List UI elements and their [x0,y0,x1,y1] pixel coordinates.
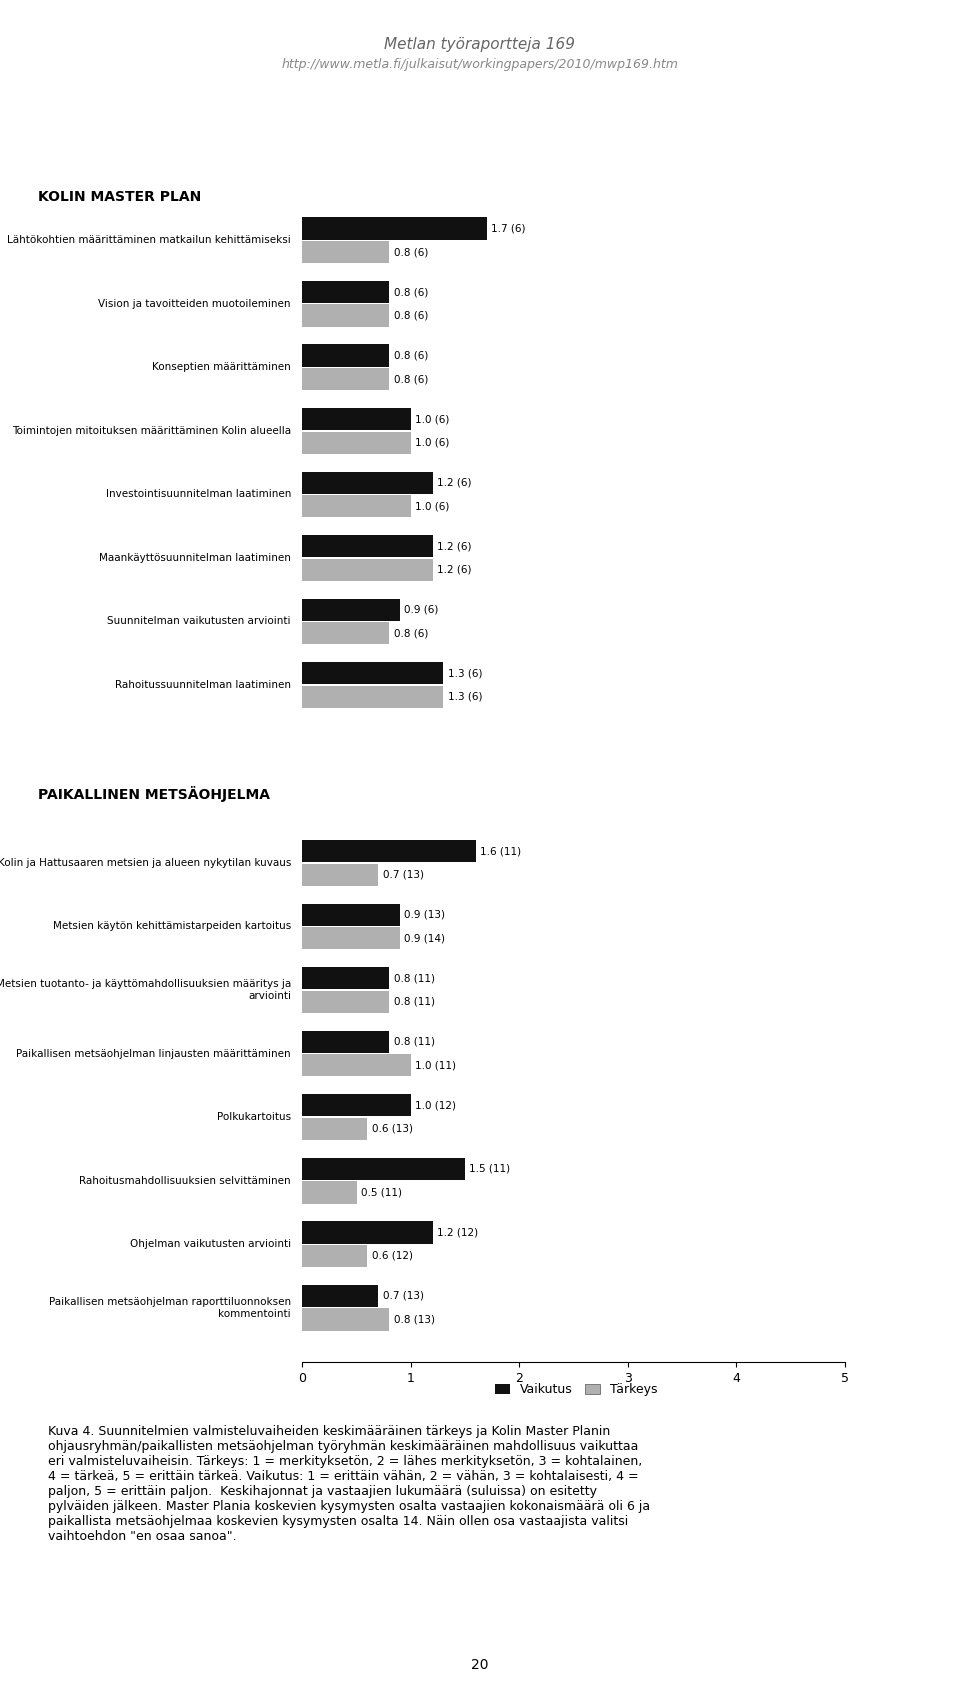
Text: 0.6 (12): 0.6 (12) [372,1250,413,1261]
Text: Kuva 4. Suunnitelmien valmisteluvaiheiden keskimääräinen tärkeys ja Kolin Master: Kuva 4. Suunnitelmien valmisteluvaiheide… [48,1425,650,1543]
Text: Polkukartoitus: Polkukartoitus [217,1112,291,1122]
Bar [302,1030,389,1052]
Text: 1.6 (11): 1.6 (11) [480,846,521,856]
Bar [302,472,433,494]
Text: 0.8 (13): 0.8 (13) [394,1315,435,1325]
Text: Ohjelman vaikutusten arviointi: Ohjelman vaikutusten arviointi [130,1239,291,1249]
Text: 1.3 (6): 1.3 (6) [447,668,482,678]
Bar [302,839,476,863]
Text: 0.8 (11): 0.8 (11) [394,997,435,1007]
Text: Paikallisen metsäohjelman raporttiluonnoksen
kommentointi: Paikallisen metsäohjelman raporttiluonno… [49,1298,291,1318]
Bar [302,904,400,926]
Text: 20: 20 [471,1658,489,1672]
Bar [302,685,444,707]
Bar [302,1284,378,1308]
Text: 1.2 (6): 1.2 (6) [437,565,471,575]
Bar [302,1222,433,1244]
Text: Vision ja tavoitteiden muotoileminen: Vision ja tavoitteiden muotoileminen [98,299,291,308]
Bar [302,535,433,557]
Bar [302,240,389,264]
Bar [302,927,400,949]
Bar [302,1157,465,1179]
Text: 0.9 (14): 0.9 (14) [404,934,445,942]
Text: 0.8 (11): 0.8 (11) [394,1037,435,1047]
Text: 0.8 (6): 0.8 (6) [394,247,428,257]
Bar [302,662,444,684]
Bar [302,990,389,1014]
Text: Kolin ja Hattusaaren metsien ja alueen nykytilan kuvaus: Kolin ja Hattusaaren metsien ja alueen n… [0,858,291,868]
Text: Metlan työraportteja 169: Metlan työraportteja 169 [385,37,575,52]
Text: 0.9 (13): 0.9 (13) [404,910,445,920]
Text: 0.8 (11): 0.8 (11) [394,973,435,983]
Text: http://www.metla.fi/julkaisut/workingpapers/2010/mwp169.htm: http://www.metla.fi/julkaisut/workingpap… [281,58,679,71]
Text: Paikallisen metsäohjelman linjausten määrittäminen: Paikallisen metsäohjelman linjausten mää… [16,1049,291,1059]
Text: Lähtökohtien määrittäminen matkailun kehittämiseksi: Lähtökohtien määrittäminen matkailun keh… [7,235,291,245]
Bar [302,558,433,580]
Text: 1.0 (11): 1.0 (11) [416,1061,456,1071]
Legend: Vaikutus, Tärkeys: Vaikutus, Tärkeys [490,1379,662,1401]
Text: 1.2 (12): 1.2 (12) [437,1227,478,1237]
Bar [302,431,411,453]
Bar [302,1245,368,1267]
Bar [302,1308,389,1330]
Bar [302,863,378,887]
Text: Konseptien määrittäminen: Konseptien määrittäminen [152,362,291,372]
Text: Metsien käytön kehittämistarpeiden kartoitus: Metsien käytön kehittämistarpeiden karto… [53,922,291,932]
Bar [302,408,411,430]
Text: 0.7 (13): 0.7 (13) [383,1291,423,1301]
Text: 0.8 (6): 0.8 (6) [394,374,428,384]
Text: 0.5 (11): 0.5 (11) [361,1188,402,1198]
Text: 1.7 (6): 1.7 (6) [492,223,526,233]
Text: Maankäyttösuunnitelman laatiminen: Maankäyttösuunnitelman laatiminen [99,553,291,563]
Text: 1.3 (6): 1.3 (6) [447,692,482,702]
Bar [302,1054,411,1076]
Text: 1.0 (6): 1.0 (6) [416,501,449,511]
Bar [302,968,389,990]
Bar [302,623,389,645]
Text: 0.6 (13): 0.6 (13) [372,1123,413,1134]
Text: KOLIN MASTER PLAN: KOLIN MASTER PLAN [38,190,202,203]
Text: Metsien tuotanto- ja käyttömahdollisuuksien määritys ja
arviointi: Metsien tuotanto- ja käyttömahdollisuuks… [0,980,291,1002]
Text: 1.0 (12): 1.0 (12) [416,1100,456,1110]
Text: 0.8 (6): 0.8 (6) [394,311,428,320]
Bar [302,1095,411,1117]
Text: 0.8 (6): 0.8 (6) [394,288,428,298]
Text: 1.0 (6): 1.0 (6) [416,415,449,425]
Text: Toimintojen mitoituksen määrittäminen Kolin alueella: Toimintojen mitoituksen määrittäminen Ko… [12,426,291,437]
Text: Rahoitussuunnitelman laatiminen: Rahoitussuunnitelman laatiminen [115,680,291,690]
Text: 1.5 (11): 1.5 (11) [469,1164,511,1174]
Text: Suunnitelman vaikutusten arviointi: Suunnitelman vaikutusten arviointi [108,616,291,626]
Text: 0.8 (6): 0.8 (6) [394,350,428,360]
Bar [302,1181,357,1203]
Text: Investointisuunnitelman laatiminen: Investointisuunnitelman laatiminen [106,489,291,499]
Text: 0.7 (13): 0.7 (13) [383,870,423,880]
Bar [302,599,400,621]
Text: 0.8 (6): 0.8 (6) [394,628,428,638]
Text: 0.9 (6): 0.9 (6) [404,604,439,614]
Text: 1.0 (6): 1.0 (6) [416,438,449,448]
Bar [302,367,389,391]
Bar [302,305,389,327]
Text: Rahoitusmahdollisuuksien selvittäminen: Rahoitusmahdollisuuksien selvittäminen [80,1176,291,1186]
Bar [302,1118,368,1140]
Text: 1.2 (6): 1.2 (6) [437,477,471,487]
Text: PAIKALLINEN METSÄOHJELMA: PAIKALLINEN METSÄOHJELMA [38,787,271,802]
Bar [302,217,487,240]
Text: 1.2 (6): 1.2 (6) [437,541,471,552]
Bar [302,345,389,367]
Bar [302,281,389,303]
Bar [302,496,411,518]
